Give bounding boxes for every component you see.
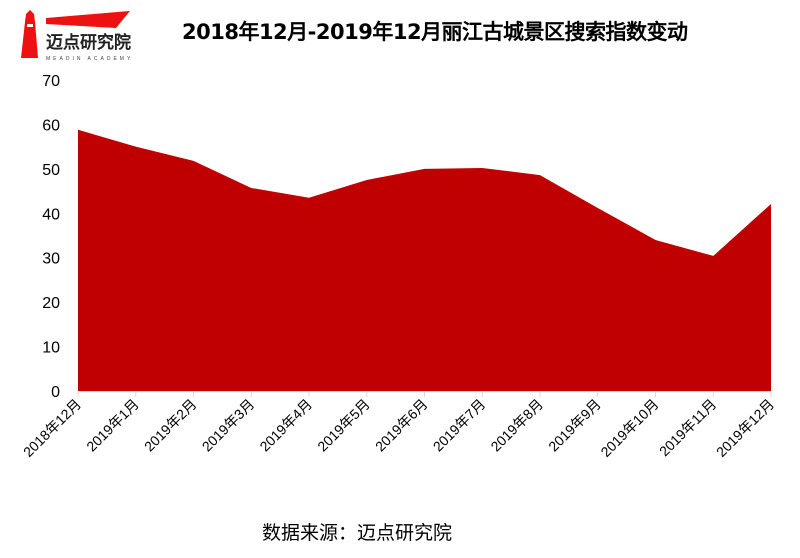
x-tick-label: 2019年3月	[199, 396, 258, 455]
x-tick-label: 2018年12月	[20, 396, 84, 460]
x-tick-label: 2019年10月	[597, 396, 661, 460]
svg-text:迈点研究院: 迈点研究院	[46, 32, 131, 53]
y-tick-label: 20	[42, 295, 60, 312]
x-tick-label: 2019年6月	[372, 396, 431, 455]
y-tick-label: 10	[42, 340, 60, 357]
x-tick-label: 2019年9月	[545, 396, 604, 455]
y-tick-label: 40	[42, 206, 60, 223]
svg-text:MEADIN ACADEMY: MEADIN ACADEMY	[46, 56, 133, 62]
x-tick-label: 2019年1月	[83, 396, 142, 455]
y-tick-label: 70	[42, 73, 60, 90]
data-source: 数据来源：迈点研究院	[262, 522, 453, 544]
x-tick-label: 2019年2月	[141, 396, 200, 455]
meadin-logo: 迈点研究院 MEADIN ACADEMY	[18, 8, 138, 66]
x-tick-label: 2019年7月	[430, 396, 489, 455]
y-tick-label: 50	[42, 162, 60, 179]
area-series	[78, 129, 771, 391]
y-tick-label: 30	[42, 251, 60, 268]
y-tick-label: 0	[51, 384, 60, 401]
x-tick-label: 2019年4月	[256, 396, 315, 455]
x-tick-label: 2019年8月	[487, 396, 546, 455]
chart-title: 2018年12月-2019年12月丽江古城景区搜索指数变动	[182, 20, 688, 44]
x-tick-label: 2019年11月	[656, 396, 719, 459]
y-tick-label: 60	[42, 117, 60, 134]
x-tick-label: 2019年12月	[713, 396, 777, 460]
x-tick-label: 2019年5月	[314, 396, 373, 455]
